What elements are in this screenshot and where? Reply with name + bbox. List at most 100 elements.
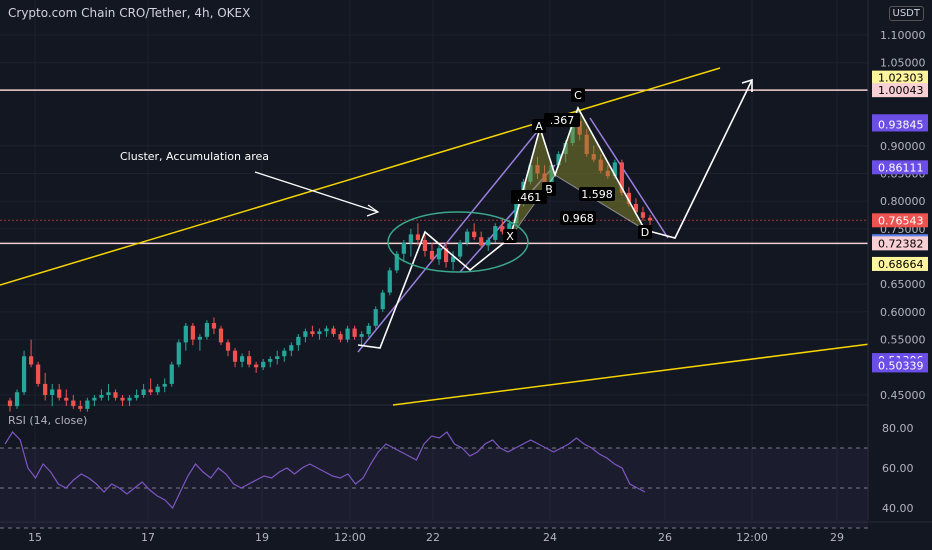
channel-upper — [357, 121, 546, 353]
candle-body — [450, 256, 456, 263]
rsi-line — [4, 431, 646, 510]
candle-body — [232, 350, 238, 362]
candle-body — [127, 397, 132, 401]
time-tick: 12:00 — [736, 531, 768, 544]
ratio-label-bg — [560, 211, 596, 225]
candle-body — [176, 342, 181, 365]
candle-body — [429, 251, 435, 260]
point-label-b: B — [545, 183, 553, 196]
candle-body — [458, 242, 463, 257]
ratio-label-bg — [544, 113, 580, 127]
candle-body — [296, 336, 301, 346]
ratio-label: 1.598 — [581, 188, 613, 201]
price-label: 0.76543 — [878, 214, 924, 227]
candle-body — [366, 325, 371, 335]
time-tick: 22 — [426, 531, 440, 544]
candle-body — [113, 392, 118, 398]
ratio-label: 0.968 — [562, 212, 594, 225]
candle-body — [338, 334, 343, 340]
price-label-bg — [872, 256, 928, 271]
candle-body — [352, 328, 357, 337]
candle-body — [556, 154, 561, 166]
lower-trendline — [392, 343, 871, 406]
ratio-label: .461 — [517, 191, 542, 204]
point-label-bg — [638, 225, 652, 239]
candle-body — [57, 389, 62, 398]
price-label: 0.72382 — [878, 237, 924, 250]
chart-title: Crypto.com Chain CRO/Tether, 4h, OKEX — [8, 6, 251, 20]
price-tick: 0.80000 — [880, 195, 926, 208]
candle-body — [211, 323, 217, 329]
time-tick: 17 — [141, 531, 155, 544]
candle-body — [619, 162, 624, 193]
time-tick: 15 — [28, 531, 42, 544]
price-tick: 0.90000 — [880, 140, 926, 153]
candle-body — [14, 392, 20, 407]
point-label-c: C — [574, 89, 582, 102]
rsi-tick: 40.00 — [882, 502, 914, 515]
time-tick: 24 — [543, 531, 557, 544]
point-label-d: D — [641, 226, 649, 239]
point-label-bg — [571, 88, 585, 102]
projection-arrowhead — [741, 78, 753, 92]
candle-body — [134, 395, 139, 398]
price-label: 1.02303 — [878, 72, 924, 85]
candle-body — [7, 400, 13, 407]
price-tick: 0.45000 — [880, 389, 926, 402]
candle-body — [345, 328, 350, 340]
candle-body — [647, 217, 653, 221]
upper-trendline — [0, 67, 721, 286]
candle-body — [162, 383, 167, 387]
candle-body — [486, 239, 491, 246]
currency-badge[interactable]: USDT — [888, 6, 924, 21]
ratio-label: .367 — [550, 114, 575, 127]
candle-body — [317, 331, 322, 335]
candle-body — [183, 325, 188, 343]
candle-body — [275, 356, 280, 359]
point-label-bg — [503, 229, 517, 243]
price-label-bg — [872, 70, 928, 85]
candle-body — [401, 242, 406, 254]
channel-right — [589, 117, 669, 239]
candle-body — [394, 253, 399, 271]
candle-body — [415, 234, 421, 240]
cluster-ellipse — [387, 211, 529, 273]
price-label: 0.68664 — [878, 258, 924, 271]
candle-body — [465, 231, 470, 243]
candle-body — [373, 309, 378, 326]
candle-body — [141, 389, 146, 395]
candle-body — [169, 364, 174, 384]
candle-body — [436, 248, 442, 260]
candle-body — [204, 323, 210, 337]
ratio-label-bg — [511, 190, 547, 204]
time-tick: 12:00 — [334, 531, 366, 544]
candle-body — [64, 397, 69, 401]
candle-body — [92, 397, 97, 401]
candle-body — [268, 359, 273, 362]
candle-body — [324, 328, 329, 332]
candle-body — [120, 397, 125, 401]
cluster-arrow — [254, 171, 379, 213]
cluster-arrowhead — [366, 204, 380, 217]
candle-body — [28, 356, 34, 365]
candle-body — [225, 342, 231, 351]
candle-body — [310, 331, 315, 335]
candle-body — [247, 356, 252, 365]
ratio-label-bg — [579, 187, 615, 201]
price-label-bg — [872, 358, 928, 373]
candle-body — [612, 162, 617, 177]
candle-body — [626, 192, 632, 204]
rsi-title: RSI (14, close) — [8, 414, 88, 427]
candle-body — [408, 234, 413, 243]
price-label: 0.50339 — [878, 359, 924, 372]
cluster-label: Cluster, Accumulation area — [120, 150, 269, 163]
candle-body — [106, 392, 111, 395]
price-label: 0.86111 — [878, 161, 924, 174]
candle-body — [71, 400, 76, 407]
candle-body — [422, 239, 428, 251]
candle-body — [443, 248, 449, 263]
candle-body — [254, 364, 259, 368]
candle-body — [331, 328, 336, 335]
candle-body — [99, 395, 104, 398]
